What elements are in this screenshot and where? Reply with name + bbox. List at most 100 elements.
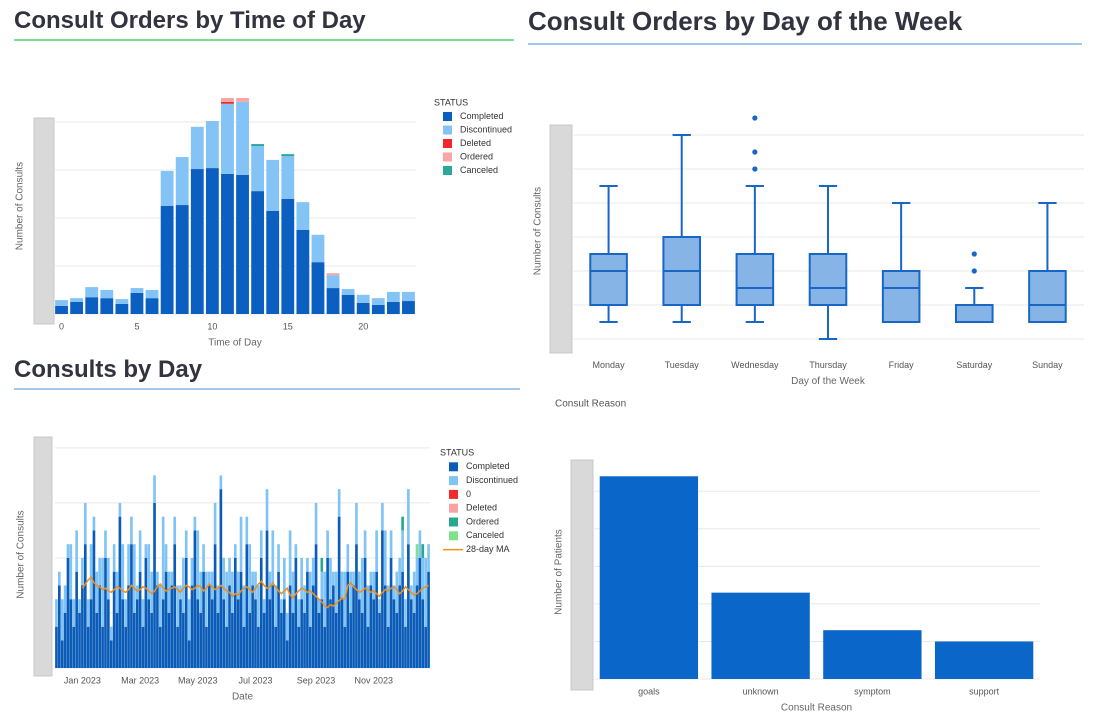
bar-segment xyxy=(266,210,280,314)
bar-segment xyxy=(340,571,344,600)
bar-segment xyxy=(150,571,153,613)
bar-segment xyxy=(130,292,144,314)
bar-segment xyxy=(196,599,200,668)
bar-segment xyxy=(147,599,151,668)
bar-segment xyxy=(135,599,139,668)
bar-segment xyxy=(145,298,159,314)
bar-segment xyxy=(100,290,114,299)
bar-segment xyxy=(288,530,292,586)
bar-segment xyxy=(124,599,127,627)
legend-swatch xyxy=(443,139,452,148)
bar-segment xyxy=(138,571,142,668)
bar-segment xyxy=(407,489,410,545)
bar-segment xyxy=(70,302,84,314)
bar-segment xyxy=(130,544,133,668)
bar-segment xyxy=(176,626,179,668)
bar-segment xyxy=(326,557,329,668)
bar-segment xyxy=(233,557,237,668)
bar-segment xyxy=(398,557,402,586)
x-tick-label: Saturday xyxy=(956,360,993,370)
bar-segment xyxy=(401,571,404,668)
bar-segment xyxy=(251,144,265,146)
bar-segment xyxy=(205,626,208,668)
bar-segment xyxy=(323,571,327,627)
legend-swatch xyxy=(443,125,452,135)
bar-segment xyxy=(424,626,427,668)
bar-segment xyxy=(228,557,231,586)
redaction xyxy=(549,124,573,354)
bar-segment xyxy=(285,640,289,668)
bar-segment xyxy=(92,516,96,531)
bar-segment xyxy=(259,557,263,668)
bar-segment xyxy=(300,557,303,600)
bar-segment xyxy=(369,571,373,586)
bar-segment xyxy=(245,516,249,545)
y-axis-title: Number of Patients xyxy=(554,529,565,615)
bar-segment xyxy=(412,571,416,613)
bar-segment xyxy=(329,599,332,668)
y-axis-title: Number of Consults xyxy=(15,162,26,250)
bar-segment xyxy=(375,571,378,668)
bar-segment xyxy=(283,557,286,600)
bar-segment xyxy=(424,557,427,627)
bar-segment xyxy=(296,230,310,314)
bar-segment xyxy=(329,557,332,600)
bar-segment xyxy=(334,612,338,668)
x-tick-label: Sep 2023 xyxy=(297,675,336,685)
bar-segment xyxy=(281,198,295,314)
bar-segment xyxy=(187,599,191,641)
bar-segment xyxy=(332,571,335,586)
bar-segment xyxy=(303,585,306,613)
bar-segment xyxy=(184,530,188,558)
bar-segment xyxy=(121,599,125,668)
bar-segment xyxy=(208,571,211,586)
bar-segment xyxy=(259,530,263,558)
bar-segment xyxy=(78,612,81,668)
bar-segment xyxy=(383,530,387,586)
x-tick-label: Monday xyxy=(593,360,626,370)
bar-segment xyxy=(251,146,265,192)
bar-segment xyxy=(164,571,168,668)
bar-segment xyxy=(55,599,58,627)
bar-segment xyxy=(115,299,129,304)
bar-segment xyxy=(262,599,266,613)
box xyxy=(881,270,921,323)
bar-segment xyxy=(349,571,352,613)
legend-label: Deleted xyxy=(460,138,491,148)
bar-segment xyxy=(281,154,295,157)
bar-segment xyxy=(170,571,174,586)
bar-segment xyxy=(221,98,234,102)
bar-segment xyxy=(156,585,159,668)
bar-segment xyxy=(363,557,367,668)
bar-segment xyxy=(386,291,400,302)
x-tick-label: symptom xyxy=(854,686,891,696)
bar-segment xyxy=(320,557,324,572)
bar-segment xyxy=(372,599,376,668)
bar-segment xyxy=(187,640,191,668)
bar-segment xyxy=(311,557,315,586)
bar-segment xyxy=(60,599,64,641)
bar-segment xyxy=(58,585,61,668)
legend-swatch xyxy=(449,531,458,541)
bar-segment xyxy=(277,544,280,572)
x-tick-label: Jan 2023 xyxy=(64,675,101,685)
bar xyxy=(711,592,810,679)
bar-segment xyxy=(369,585,373,668)
bar-segment xyxy=(326,275,340,289)
bar-segment xyxy=(190,585,194,668)
bar-segment xyxy=(378,612,381,668)
bar-segment xyxy=(81,585,84,668)
legend-label: Completed xyxy=(466,461,510,471)
bar-segment xyxy=(112,571,116,668)
bar-segment xyxy=(395,571,399,613)
bar-segment xyxy=(303,612,306,668)
bar-segment xyxy=(415,585,419,668)
bar-segment xyxy=(427,571,430,668)
bar-segment xyxy=(160,206,174,314)
bar-segment xyxy=(95,571,99,613)
bar-segment xyxy=(233,544,237,558)
bar-segment xyxy=(415,544,419,558)
bar-segment xyxy=(216,585,220,613)
bar-segment xyxy=(421,557,425,600)
bar-segment xyxy=(104,530,107,558)
